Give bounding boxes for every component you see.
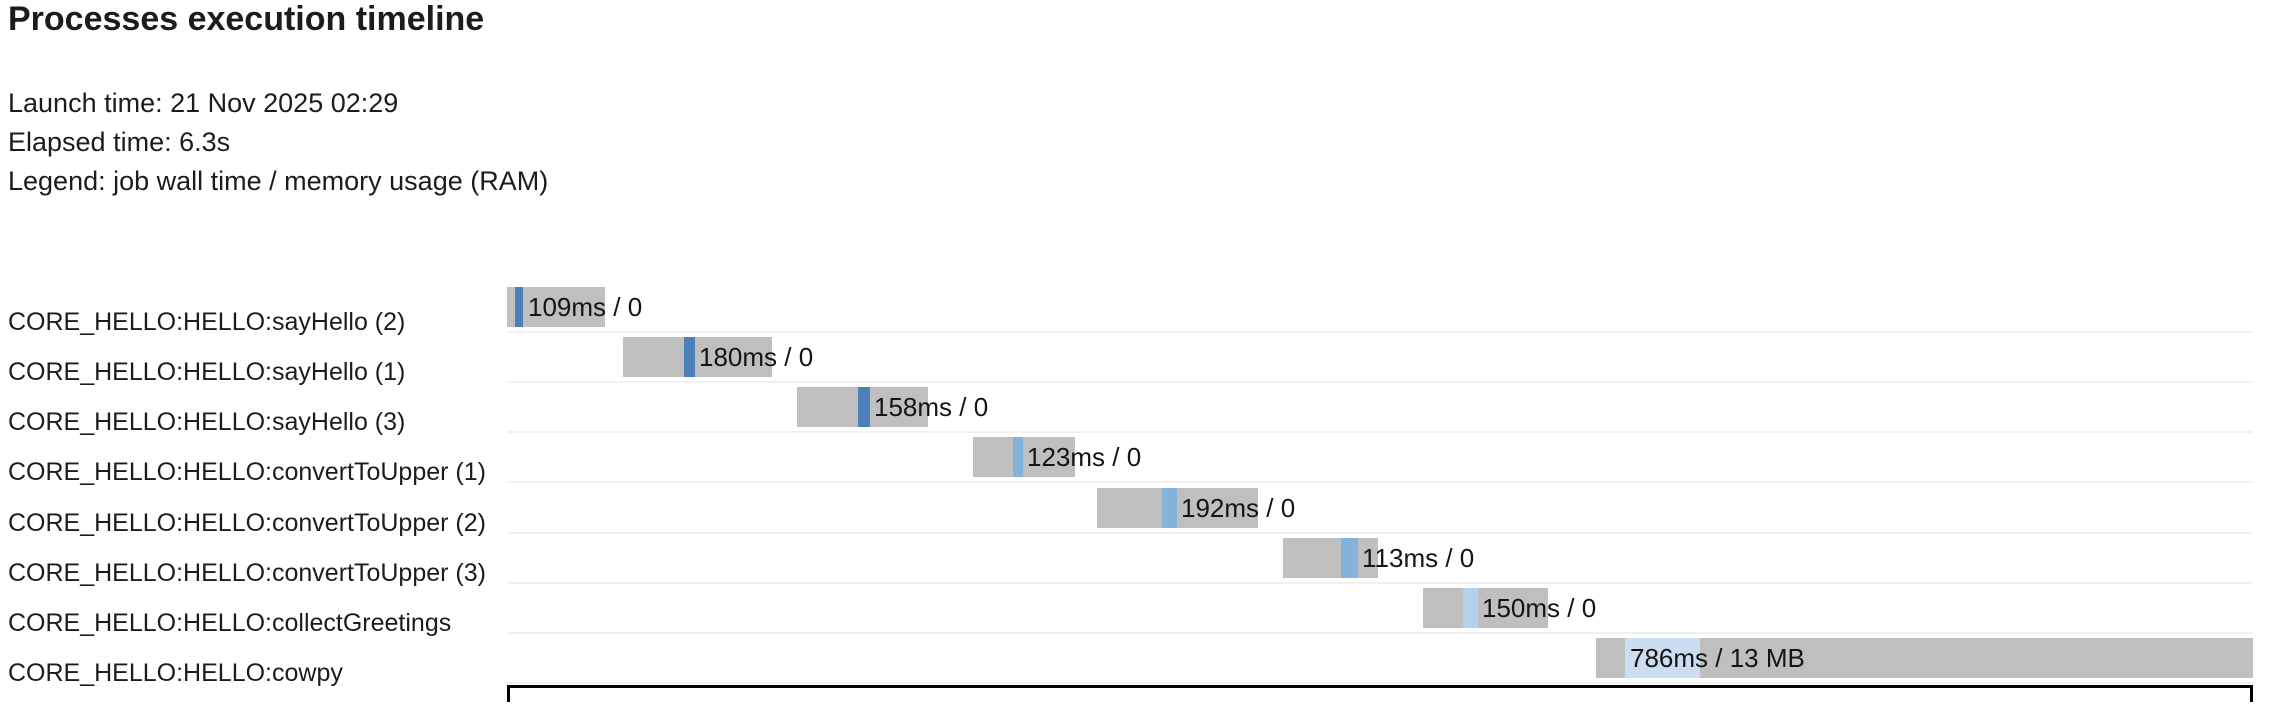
job-value-label: 180ms / 0 bbox=[699, 342, 814, 373]
job-runtime-segment bbox=[858, 387, 870, 428]
job-value-label: 150ms / 0 bbox=[1482, 592, 1597, 623]
time-axis-line bbox=[507, 685, 2253, 688]
job-value-label: 192ms / 0 bbox=[1181, 492, 1296, 523]
process-label: CORE_HELLO:HELLO:convertToUpper (2) bbox=[8, 508, 486, 537]
process-label: CORE_HELLO:HELLO:collectGreetings bbox=[8, 608, 452, 637]
job-bar bbox=[1283, 537, 1378, 578]
elapsed-time-line: Elapsed time: 6.3s bbox=[8, 127, 231, 157]
job-value-label: 158ms / 0 bbox=[874, 392, 989, 423]
job-bar bbox=[1097, 487, 1258, 528]
row-separator bbox=[507, 431, 2253, 434]
row-separator bbox=[507, 631, 2253, 634]
job-runtime-segment bbox=[684, 337, 695, 378]
job-value-label: 123ms / 0 bbox=[1027, 442, 1142, 473]
process-label: CORE_HELLO:HELLO:sayHello (1) bbox=[8, 358, 406, 387]
job-runtime-segment bbox=[1162, 487, 1177, 528]
row-separator bbox=[507, 581, 2253, 584]
job-runtime-segment bbox=[1341, 537, 1358, 578]
legend-line: Legend: job wall time / memory usage (RA… bbox=[8, 166, 549, 196]
job-runtime-segment bbox=[1013, 437, 1023, 478]
row-separator bbox=[507, 381, 2253, 384]
job-value-label: 786ms / 13 MB bbox=[1630, 643, 1805, 674]
job-bar bbox=[973, 437, 1075, 478]
job-runtime-segment bbox=[1625, 638, 1700, 679]
row-separator bbox=[507, 531, 2253, 534]
page-title: Processes execution timeline bbox=[8, 0, 485, 38]
time-axis-tick-start bbox=[507, 685, 510, 702]
row-separator bbox=[507, 481, 2253, 484]
process-label: CORE_HELLO:HELLO:cowpy bbox=[8, 659, 343, 688]
process-label: CORE_HELLO:HELLO:convertToUpper (3) bbox=[8, 558, 486, 587]
job-runtime-segment bbox=[1463, 587, 1478, 628]
time-axis-tick-end bbox=[2250, 685, 2253, 702]
process-label: CORE_HELLO:HELLO:convertToUpper (1) bbox=[8, 458, 486, 487]
row-separator bbox=[507, 331, 2253, 333]
job-bar bbox=[1596, 638, 2253, 679]
job-value-label: 113ms / 0 bbox=[1362, 542, 1475, 573]
row-separator bbox=[507, 682, 2253, 685]
process-label: CORE_HELLO:HELLO:sayHello (2) bbox=[8, 308, 406, 336]
job-runtime-segment bbox=[515, 287, 523, 327]
process-label: CORE_HELLO:HELLO:sayHello (3) bbox=[8, 408, 406, 437]
job-value-label: 109ms / 0 bbox=[528, 292, 643, 322]
job-bar bbox=[507, 287, 605, 327]
launch-time-line: Launch time: 21 Nov 2025 02:29 bbox=[8, 88, 399, 118]
job-bar bbox=[1423, 587, 1548, 628]
run-metadata: Launch time: 21 Nov 2025 02:29 Elapsed t… bbox=[8, 84, 548, 201]
job-bar bbox=[623, 337, 772, 378]
